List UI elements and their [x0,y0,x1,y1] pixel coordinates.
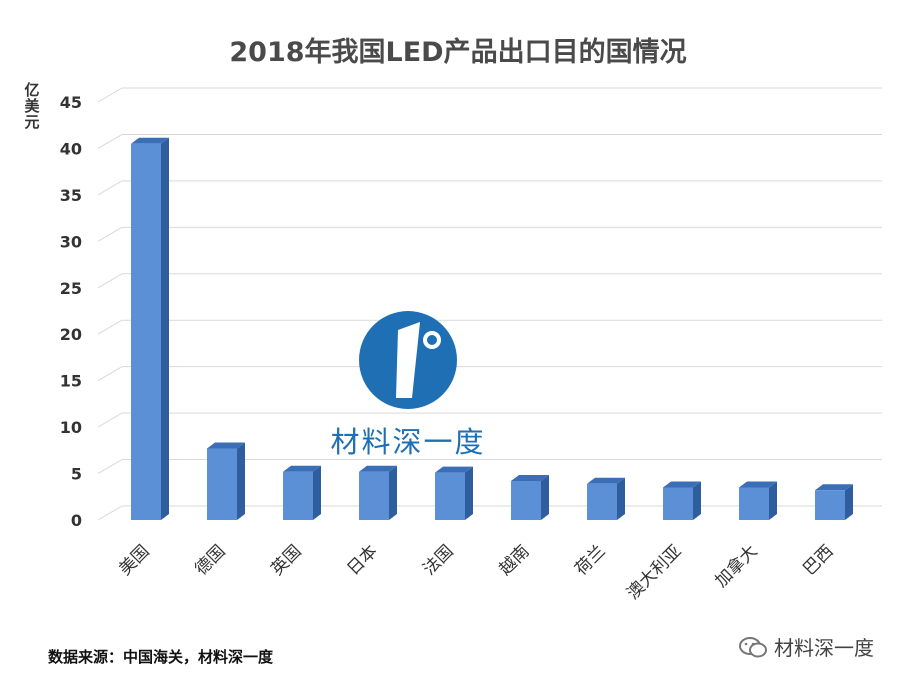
wechat-account: 材料深一度 [738,632,874,661]
bar-front [359,471,389,520]
watermark: 材料深一度 [330,311,485,459]
y-tick-label: 40 [60,139,82,158]
bar [207,442,245,520]
y-tick-label: 10 [60,418,82,437]
bar-side [541,474,549,520]
bar-top [435,466,473,473]
x-tick-label: 澳大利亚 [623,541,685,603]
x-tick-label: 法国 [419,541,457,579]
bar-side [313,465,321,520]
x-tick-label: 巴西 [799,541,837,579]
bar-chart: 0 5 10 15 20 25 30 35 40 45 美国 德国 英国 日本 法国 越南 荷兰 澳大利亚 加拿大… [60,87,882,604]
gridline-connector [97,226,123,242]
bar-front [435,472,465,520]
gridline-connector [97,505,123,521]
y-tick-label: 45 [60,93,82,112]
bar-side [693,481,701,520]
x-tick-label: 越南 [495,541,533,579]
bar-side [617,477,625,520]
gridline-connector [97,134,123,149]
bar-side [161,137,169,521]
y-tick-label: 5 [71,465,82,484]
bar [511,474,549,520]
bar-top [359,465,397,472]
bar-top [663,481,701,488]
y-tick-label: 0 [71,511,82,530]
y-tick-label: 30 [60,232,82,251]
bar-side [465,466,473,520]
bar [739,481,777,520]
y-axis-label: 亿美元 [24,81,40,131]
gridline-connector [97,319,123,335]
x-tick-label: 英国 [267,541,305,579]
bar-top [207,442,245,449]
x-tick-label: 美国 [115,541,153,579]
bar-top [283,465,321,472]
bar-front [739,487,769,520]
y-tick-label: 15 [60,372,82,391]
gridline-connector [97,87,123,103]
y-tick-label: 25 [60,279,82,298]
bar [283,465,321,520]
bar-side [237,442,245,520]
bar-top [511,474,549,481]
watermark-text: 材料深一度 [330,425,485,459]
bar-side [389,465,397,520]
bar-front [815,490,845,520]
bar-front [663,487,693,520]
bar-front [131,143,161,521]
y-tick-label: 20 [60,325,82,344]
x-tick-label: 荷兰 [571,541,609,579]
wechat-account-name: 材料深一度 [774,636,874,660]
gridline-connector [97,180,123,196]
bar [435,466,473,520]
gridline-connector [97,273,123,289]
bar-front [587,483,617,520]
bar-top [739,481,777,488]
bar-top [587,477,625,484]
source-note: 数据来源：中国海关，材料深一度 [48,648,274,666]
bar-top [815,484,853,491]
bar-side [769,481,777,520]
gridline-connector [97,366,123,382]
bar [815,484,853,520]
x-tick-label: 日本 [343,541,381,579]
bar-front [511,480,541,520]
bar-front [283,471,313,520]
bar-side [845,484,853,520]
y-tick-label: 35 [60,186,82,205]
bar-front [207,448,237,520]
bar [587,477,625,520]
gridline-connector [97,459,123,474]
bar [359,465,397,520]
bar [663,481,701,520]
bar [131,137,169,521]
bar-top [131,137,169,144]
gridline-connector [97,412,123,428]
x-tick-label: 德国 [191,541,229,579]
x-tick-label: 加拿大 [711,541,762,592]
wechat-icon [739,636,767,657]
chart-title: 2018年我国LED产品出口目的国情况 [229,37,687,68]
